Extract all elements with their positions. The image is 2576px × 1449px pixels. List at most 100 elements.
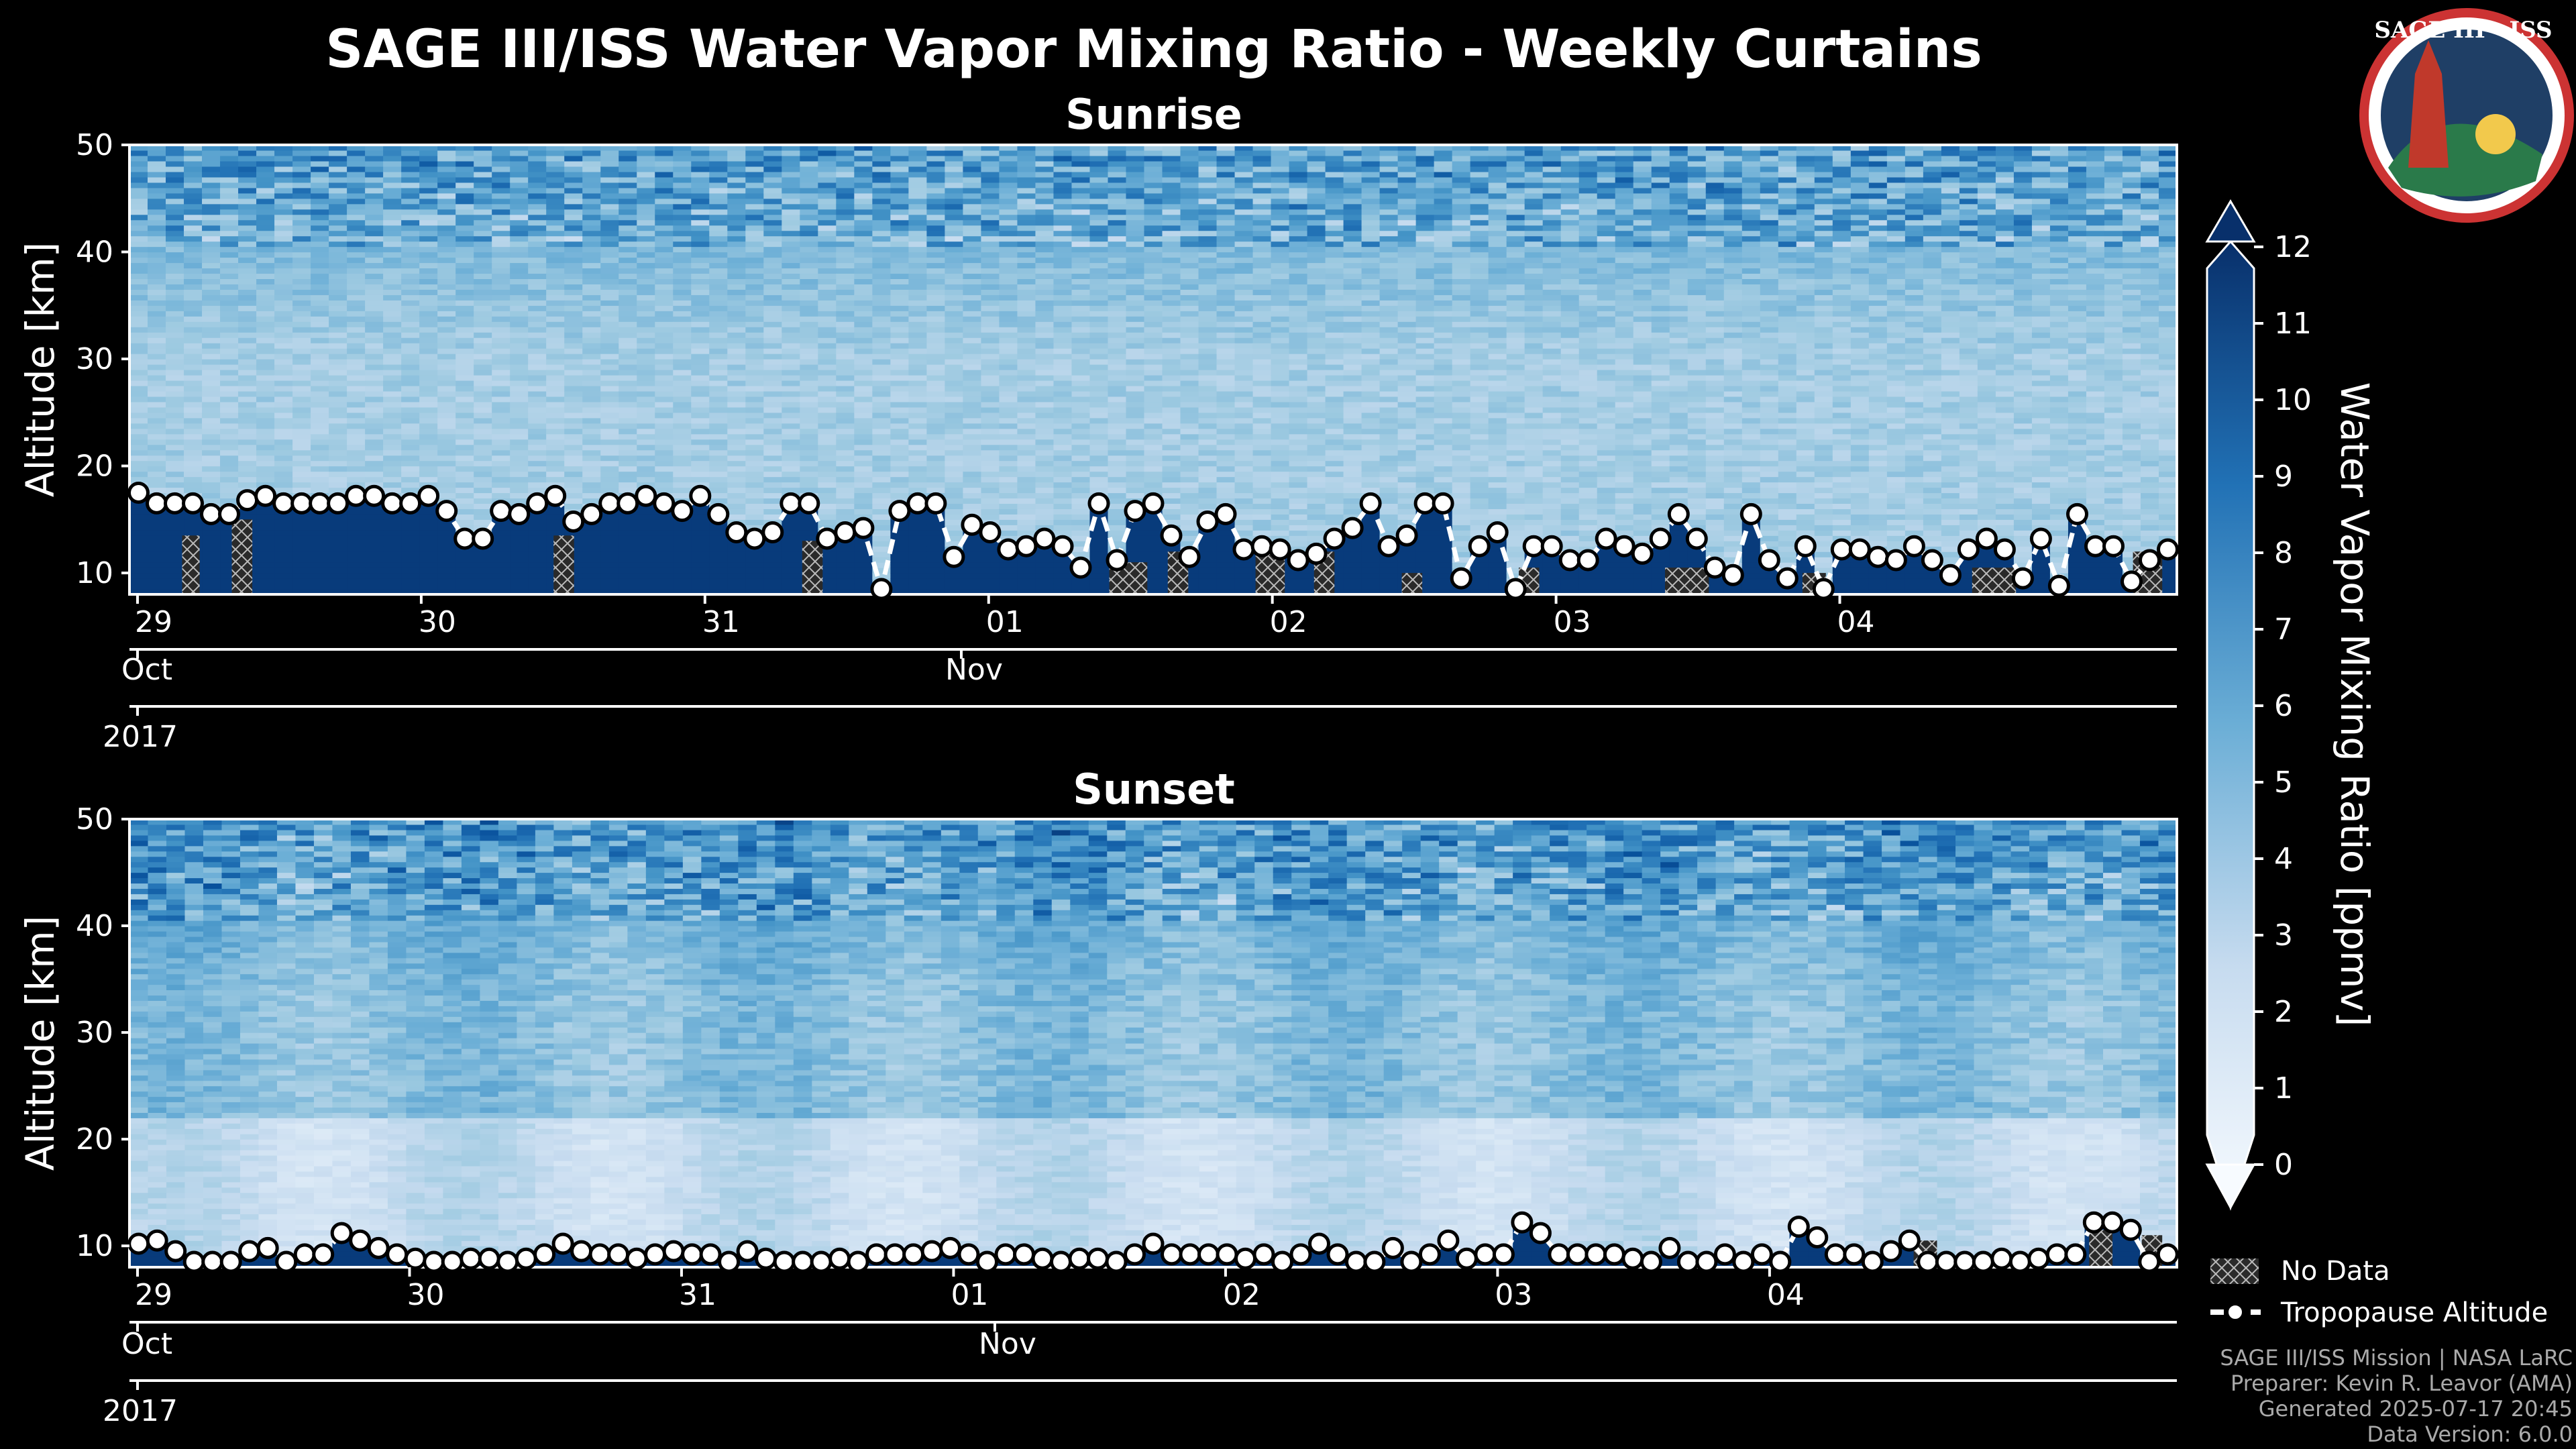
heatmap-cell — [329, 471, 347, 478]
heatmap-cell — [836, 578, 855, 584]
heatmap-cell — [274, 284, 293, 290]
heatmap-cell — [1180, 433, 1199, 440]
heatmap-cell — [999, 145, 1018, 151]
heatmap-cell — [528, 305, 547, 311]
heatmap-cell — [437, 423, 456, 429]
heatmap-cell — [655, 578, 674, 584]
heatmap-cell — [1126, 332, 1145, 338]
heatmap-cell — [148, 354, 166, 360]
heatmap-cell — [256, 332, 275, 338]
heatmap-cell — [492, 573, 511, 579]
heatmap-cell — [619, 568, 637, 574]
heatmap-cell — [745, 321, 764, 327]
heatmap-cell — [800, 219, 818, 226]
heatmap-cell — [329, 530, 347, 536]
heatmap-cell — [329, 193, 347, 199]
heatmap-cell — [311, 557, 329, 563]
heatmap-cell — [220, 198, 239, 205]
heatmap-cell — [1071, 370, 1091, 376]
heatmap-cell — [908, 568, 927, 574]
heatmap-cell — [782, 541, 800, 547]
heatmap-cell — [510, 390, 529, 397]
heatmap-cell — [129, 428, 148, 435]
heatmap-cell — [709, 396, 728, 402]
heatmap-cell — [655, 176, 674, 183]
heatmap-cell — [401, 578, 420, 584]
heatmap-cell — [311, 214, 329, 221]
heatmap-cell — [274, 573, 293, 579]
heatmap-cell — [800, 407, 818, 413]
heatmap-cell — [872, 219, 891, 226]
heatmap-cell — [981, 145, 1000, 151]
heatmap-cell — [256, 209, 275, 215]
heatmap-cell — [437, 182, 456, 189]
heatmap-cell — [945, 145, 964, 151]
heatmap-cell — [600, 203, 619, 210]
heatmap-cell — [727, 332, 746, 338]
heatmap-cell — [383, 439, 402, 445]
heatmap-cell — [365, 407, 384, 413]
heatmap-cell — [129, 573, 148, 579]
heatmap-cell — [1144, 380, 1163, 386]
heatmap-cell — [455, 219, 474, 226]
heatmap-cell — [1071, 428, 1091, 435]
heatmap-cell — [745, 444, 764, 451]
heatmap-cell — [474, 171, 492, 178]
heatmap-cell — [782, 439, 800, 445]
heatmap-cell — [854, 568, 873, 574]
heatmap-cell — [184, 273, 203, 280]
heatmap-cell — [782, 557, 800, 563]
heatmap-cell — [655, 525, 674, 531]
heatmap-cell — [528, 337, 547, 343]
heatmap-cell — [1108, 396, 1127, 402]
heatmap-cell — [691, 412, 710, 419]
heatmap-cell — [582, 396, 601, 402]
heatmap-cell — [691, 316, 710, 322]
heatmap-cell — [1198, 396, 1218, 402]
heatmap-cell — [455, 466, 474, 472]
heatmap-cell — [148, 327, 166, 333]
heatmap-cell — [510, 546, 529, 552]
heatmap-cell — [1053, 343, 1073, 349]
heatmap-cell — [274, 305, 293, 311]
heatmap-cell — [1053, 449, 1073, 456]
heatmap-cell — [401, 476, 420, 483]
heatmap-cell — [256, 589, 275, 595]
heatmap-cell — [1162, 449, 1181, 456]
heatmap-cell — [908, 262, 927, 269]
heatmap-cell — [981, 294, 1000, 301]
heatmap-cell — [836, 337, 855, 343]
heatmap-cell — [401, 182, 420, 189]
heatmap-cell — [184, 311, 203, 317]
heatmap-cell — [999, 476, 1018, 483]
heatmap-cell — [582, 444, 601, 451]
heatmap-cell — [673, 252, 692, 258]
heatmap-cell — [600, 380, 619, 386]
heatmap-cell — [872, 385, 891, 392]
heatmap-cell — [637, 412, 655, 419]
heatmap-cell — [202, 160, 221, 167]
heatmap-cell — [1180, 235, 1199, 242]
heatmap-cell — [292, 401, 311, 408]
heatmap-cell — [256, 359, 275, 365]
heatmap-cell — [546, 305, 565, 311]
heatmap-cell — [474, 519, 492, 525]
heatmap-cell — [600, 578, 619, 584]
heatmap-cell — [836, 214, 855, 221]
heatmap-cell — [673, 235, 692, 242]
heatmap-cell — [455, 198, 474, 205]
heatmap-cell — [564, 343, 583, 349]
heatmap-cell — [1144, 327, 1163, 333]
heatmap-cell — [963, 160, 982, 167]
heatmap-cell — [220, 225, 239, 231]
heatmap-cell — [782, 568, 800, 574]
heatmap-cell — [655, 187, 674, 194]
heatmap-cell — [510, 423, 529, 429]
heatmap-cell — [220, 354, 239, 360]
heatmap-cell — [184, 412, 203, 419]
heatmap-cell — [818, 390, 837, 397]
heatmap-cell — [202, 525, 221, 531]
heatmap-cell — [1162, 370, 1181, 376]
heatmap-cell — [238, 348, 257, 354]
heatmap-cell — [818, 439, 837, 445]
